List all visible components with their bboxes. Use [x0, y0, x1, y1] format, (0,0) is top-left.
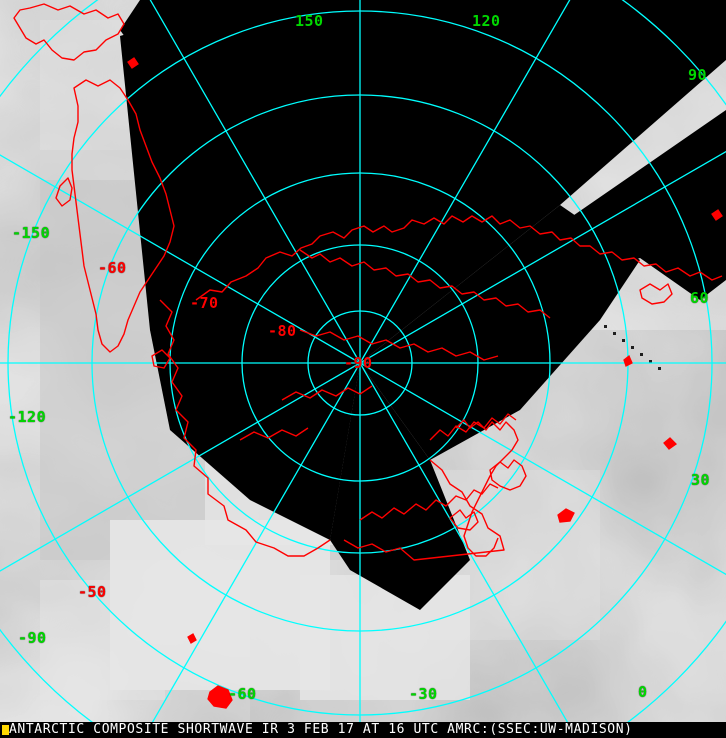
- longitude-label-120: 120: [472, 12, 501, 30]
- cursor-marker-icon: [2, 725, 9, 735]
- longitude-label-0: 0: [638, 683, 648, 701]
- latitude-label-neg80: -80: [268, 322, 297, 340]
- longitude-label-neg120: -120: [8, 408, 47, 426]
- latitude-label-neg90: -90: [344, 354, 373, 372]
- longitude-label-60: 60: [690, 289, 710, 307]
- caption-bar: ANTARCTIC COMPOSITE SHORTWAVE IR 3 FEB 1…: [0, 722, 726, 738]
- latitude-label-neg60: -60: [98, 259, 127, 277]
- longitude-label-30: 30: [691, 471, 711, 489]
- longitude-label-neg30: -30: [409, 685, 438, 703]
- longitude-label-neg150: -150: [12, 224, 51, 242]
- longitude-label-90: 90: [688, 66, 708, 84]
- longitude-label-neg90: -90: [18, 629, 47, 647]
- latitude-label-neg70: -70: [190, 294, 219, 312]
- latitude-label-neg50: -50: [78, 583, 107, 601]
- longitude-label-150: 150: [295, 12, 324, 30]
- longitude-label-neg60: -60: [228, 685, 257, 703]
- caption-text: ANTARCTIC COMPOSITE SHORTWAVE IR 3 FEB 1…: [9, 722, 633, 737]
